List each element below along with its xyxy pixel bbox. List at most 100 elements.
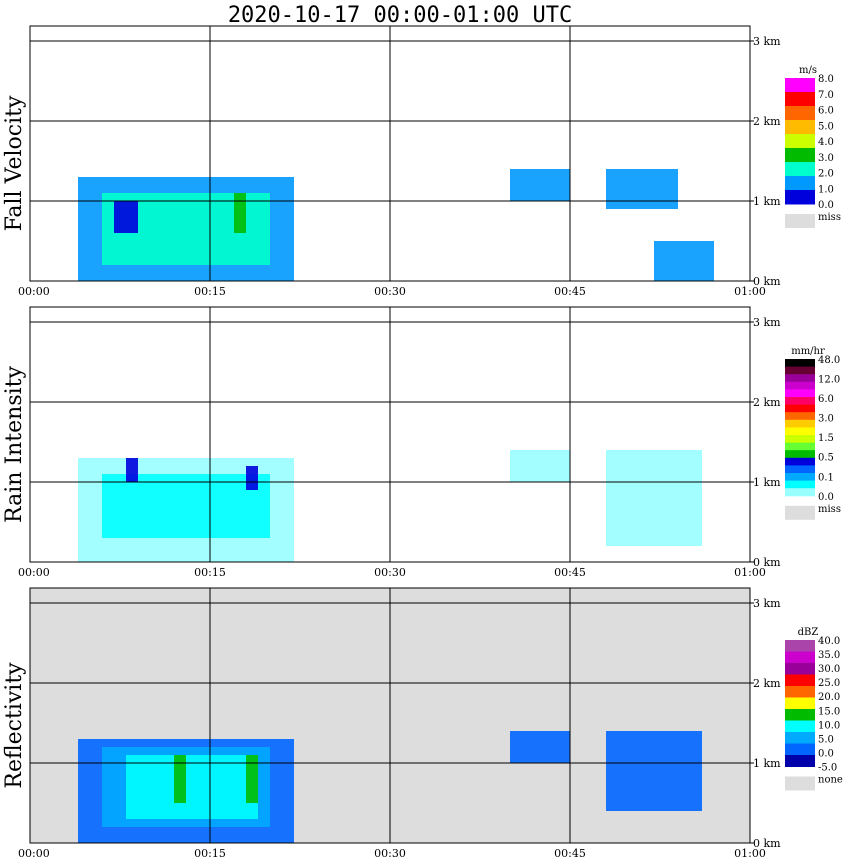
- colorbar-swatch: [785, 106, 815, 121]
- x-tick-label: 00:30: [374, 847, 406, 860]
- x-tick-label: 01:00: [734, 847, 766, 860]
- colorbar-label: 5.0: [818, 734, 834, 745]
- echo-region: [606, 169, 678, 209]
- x-tick-label: 00:45: [554, 285, 586, 298]
- colorbar-swatch: [785, 120, 815, 135]
- colorbar-label: 35.0: [818, 650, 840, 661]
- colorbar-label: 25.0: [818, 678, 840, 689]
- panels: 0 km 1 km 2 km 3 km 00:00 00:15 00:30 00:45 01:0…: [2, 25, 843, 860]
- y-tick-label: 1 km: [753, 757, 781, 770]
- echo-region: [246, 466, 258, 490]
- colorbar-label: 2.0: [818, 169, 834, 180]
- colorbar-label: 0.0: [818, 200, 834, 211]
- x-tick-label: 00:45: [554, 566, 586, 579]
- colorbar-label: 10.0: [818, 720, 840, 731]
- y-tick-label: 1 km: [753, 195, 781, 208]
- y-tick-label: 3 km: [753, 35, 781, 48]
- plot-frame: [29, 306, 751, 563]
- echo-region: [126, 755, 258, 819]
- colorbar-label: 8.0: [818, 74, 834, 85]
- colorbar-swatch: [785, 457, 815, 466]
- colorbar-label: 7.0: [818, 90, 834, 101]
- echo-region: [126, 458, 138, 482]
- colorbar-swatch: [785, 651, 815, 664]
- colorbar-swatch: [785, 686, 815, 698]
- colorbar-swatch: [785, 92, 815, 107]
- x-tick-label: 01:00: [734, 566, 766, 579]
- colorbar-label: -5.0: [818, 763, 837, 774]
- colorbar-swatch: [785, 465, 815, 474]
- panel-1: 0 km 1 km 2 km 3 km 00:00 00:15 00:30 00:45 01:0…: [2, 306, 841, 579]
- colorbar-swatch: [785, 473, 815, 482]
- colorbar-swatch: [785, 389, 815, 398]
- colorbar-swatch: [785, 374, 815, 383]
- x-tick-label: 00:15: [194, 566, 226, 579]
- colorbar-swatch: [785, 435, 815, 444]
- colorbar-label: 40.0: [818, 636, 840, 647]
- echo-region: [606, 450, 702, 546]
- y-tick-label: 2 km: [753, 115, 781, 128]
- colorbar-label: 15.0: [818, 706, 840, 717]
- colorbar-swatch: [785, 419, 815, 428]
- colorbar-swatch: [785, 397, 815, 406]
- panel-0: 0 km 1 km 2 km 3 km 00:00 00:15 00:30 00:45 01:0…: [2, 25, 841, 298]
- y-tick-label: 0 km: [753, 556, 781, 569]
- colorbar-label: 0.0: [818, 492, 834, 503]
- y-tick-label: 1 km: [753, 476, 781, 489]
- x-tick-label: 00:15: [194, 847, 226, 860]
- echo-region: [246, 755, 258, 803]
- colorbar-unit: mm/hr: [791, 346, 825, 357]
- colorbar-swatch: [785, 450, 815, 459]
- echo-region: [234, 193, 246, 233]
- colorbar-label: 1.5: [818, 433, 834, 444]
- colorbar-unit: m/s: [799, 65, 817, 76]
- echo-region: [510, 450, 570, 482]
- x-tick-label: 00:00: [18, 566, 50, 579]
- colorbar-swatch: [785, 404, 815, 413]
- echo-region: [654, 241, 714, 281]
- y-tick-label: 2 km: [753, 677, 781, 690]
- echo-region: [114, 201, 138, 233]
- colorbar-swatch: [785, 732, 815, 744]
- x-tick-label: 00:30: [374, 285, 406, 298]
- colorbar-swatch: [785, 412, 815, 421]
- chart-title: 2020-10-17 00:00-01:00 UTC: [228, 3, 572, 28]
- plot-frame: [29, 587, 751, 844]
- colorbar-unit: dBZ: [798, 627, 819, 638]
- x-tick-label: 00:00: [18, 285, 50, 298]
- colorbar-label: 20.0: [818, 692, 840, 703]
- colorbar-label: 0.1: [818, 472, 834, 483]
- y-tick-label: 3 km: [753, 597, 781, 610]
- colorbar-label: 12.0: [818, 375, 840, 386]
- panel-ylabel: Fall Velocity: [2, 95, 27, 231]
- colorbar-swatch: [785, 480, 815, 489]
- panel-ylabel: Rain Intensity: [2, 365, 27, 522]
- colorbar-swatch: [785, 359, 815, 368]
- colorbar-label: 6.0: [818, 394, 834, 405]
- colorbar-label: 6.0: [818, 106, 834, 117]
- colorbar-label: 4.0: [818, 137, 834, 148]
- colorbar-miss-label: none: [818, 775, 843, 786]
- colorbar-swatch: [785, 674, 815, 687]
- echo-region: [510, 169, 570, 201]
- colorbar-miss-label: miss: [818, 212, 841, 223]
- colorbar-swatch: [785, 190, 815, 205]
- colorbar-label: 3.0: [818, 153, 834, 164]
- colorbar-label: 1.0: [818, 184, 834, 195]
- echo-region: [606, 731, 702, 811]
- colorbar-label: 30.0: [818, 664, 840, 675]
- panel-ylabel: Reflectivity: [2, 662, 27, 789]
- y-tick-label: 0 km: [753, 837, 781, 850]
- colorbar-swatch: [785, 743, 815, 756]
- colorbar-label: 0.0: [818, 748, 834, 759]
- plot-frame: [29, 25, 751, 282]
- echo-region: [510, 731, 570, 763]
- colorbar-swatch: [785, 488, 815, 497]
- colorbar-label: 3.0: [818, 414, 834, 425]
- colorbar-swatch: [785, 381, 815, 390]
- y-tick-label: 3 km: [753, 316, 781, 329]
- colorbar-swatch: [785, 427, 815, 436]
- colorbar-miss-swatch: [785, 505, 815, 520]
- y-tick-label: 2 km: [753, 396, 781, 409]
